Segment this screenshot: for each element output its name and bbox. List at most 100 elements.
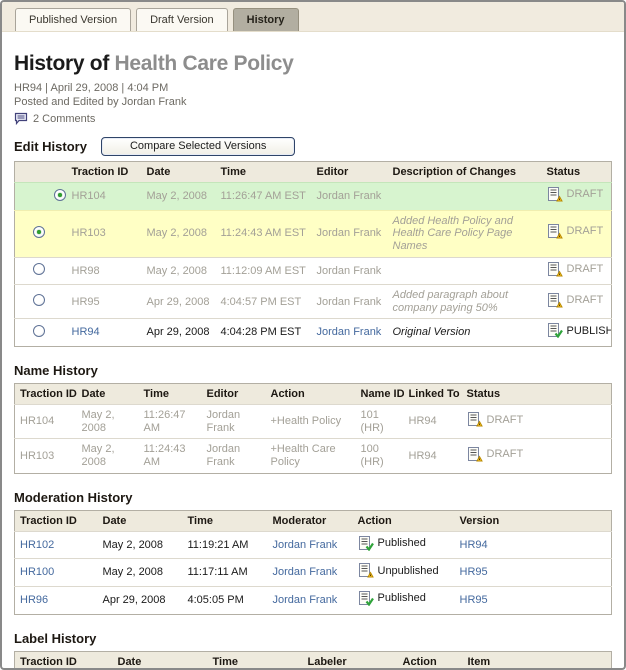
column-date: Date [97,510,183,532]
cell-description: Added Health Policy and Health Care Poli… [387,209,542,258]
history-content: History of Health Care Policy HR94 | Apr… [2,32,624,668]
name-history-row: HR104 May 2, 2008 11:26:47 AM Jordan Fra… [14,404,612,439]
cell-time: 11:12:09 AM EST [215,256,312,285]
cell-editor: Jordan Frank [311,182,388,211]
cell-status: DRAFT [566,262,604,275]
moderation-history-row: HR96 Apr 29, 2008 4:05:05 PM Jordan Fran… [14,585,612,615]
cell-action: +Health Care Policy [265,438,356,474]
version-radio[interactable] [33,294,45,307]
cell-moderator-link[interactable]: Jordan Frank [272,566,338,579]
column-description: Description of Changes [387,161,542,183]
cell-date: May 2, 2008 [97,558,183,587]
version-radio[interactable] [33,324,45,337]
edit-history-row: HR103 May 2, 2008 11:24:43 AM EST Jordan… [14,209,612,258]
column-item: Item [462,651,612,668]
cell-status: DRAFT [566,225,604,238]
version-radio[interactable] [33,263,45,276]
edit-history-heading: Edit History [14,139,87,154]
cell-date: May 2, 2008 [141,256,216,285]
comment-bubble-icon [14,112,28,126]
cell-status: PUBLISHED [566,324,612,337]
cell-traction-id: HR104 [14,404,77,439]
column-action: Action [265,383,356,405]
cell-status: DRAFT [486,447,524,460]
cell-traction-id: HR103 [66,209,142,258]
cell-time: 11:24:43 AM EST [215,209,312,258]
published-status-icon [547,323,563,339]
cell-editor-link[interactable]: Jordan Frank [316,326,382,339]
name-history-header-row: Traction ID Date Time Editor Action Name… [14,383,612,405]
cell-traction-id-link[interactable]: HR100 [20,566,55,579]
cell-traction-id-link[interactable]: HR94 [71,326,100,339]
tab-published-version[interactable]: Published Version [15,8,132,31]
column-traction-id: Traction ID [14,651,113,668]
version-radio[interactable] [33,225,45,238]
cell-editor: Jordan Frank [311,284,388,319]
draft-status-icon [547,224,563,239]
cell-version-link[interactable]: HR95 [459,593,488,606]
name-history-table: Traction ID Date Time Editor Action Name… [14,383,612,474]
comments-line: 2 Comments [14,112,612,126]
cell-traction-id-link[interactable]: HR96 [20,593,49,606]
tab-draft-version[interactable]: Draft Version [136,8,228,31]
cell-moderator-link[interactable]: Jordan Frank [272,538,338,551]
cell-status: DRAFT [566,188,604,201]
edit-history-header-row: Traction ID Date Time Editor Description… [14,161,612,183]
column-editor: Editor [311,161,388,183]
page-title: History of Health Care Policy [14,52,612,76]
cell-date: May 2, 2008 [97,530,183,559]
cell-traction-id-link[interactable]: HR102 [20,538,55,551]
article-byline: Posted and Edited by Jordan Frank [14,96,187,108]
column-labeler: Labeler [302,651,398,668]
column-radio [14,161,67,183]
column-time: Time [215,161,312,183]
cell-moderator-link[interactable]: Jordan Frank [272,593,338,606]
column-status: Status [461,383,612,405]
moderation-history-row: HR100 May 2, 2008 11:17:11 AM Jordan Fra… [14,558,612,587]
cell-traction-id: HR104 [66,182,142,211]
cell-editor: Jordan Frank [311,209,388,258]
cell-name-id: 100 (HR) [355,438,404,474]
comments-count-link[interactable]: 2 Comments [33,112,96,125]
cell-time: 11:26:47 AM EST [215,182,312,211]
cell-description: Added paragraph about company paying 50% [387,284,542,319]
cell-date: Apr 29, 2008 [141,284,216,319]
cell-editor: Jordan Frank [201,438,266,474]
cell-traction-id: HR103 [14,438,77,474]
cell-date: May 2, 2008 [76,404,139,439]
cell-description [387,256,542,285]
name-history-row: HR103 May 2, 2008 11:24:43 AM Jordan Fra… [14,438,612,474]
column-editor: Editor [201,383,266,405]
page-title-prefix: History of [14,52,115,75]
column-action: Action [352,510,455,532]
cell-version-link[interactable]: HR94 [459,538,488,551]
cell-time: 11:19:21 AM [182,530,268,559]
cell-linked-to: HR94 [403,438,462,474]
article-meta: HR94 | April 29, 2008 | 4:04 PM [14,82,169,94]
cell-time: 11:26:47 AM [138,404,202,439]
cell-time: 4:04:28 PM EST [215,318,312,347]
published-action-icon [358,590,374,607]
tab-history[interactable]: History [232,8,299,31]
cell-time: 11:24:43 AM [138,438,202,474]
compare-selected-versions-button[interactable]: Compare Selected Versions [100,137,296,156]
cell-date: Apr 29, 2008 [97,585,183,615]
draft-status-icon [547,187,563,202]
version-radio[interactable] [54,188,66,201]
version-tab-bar: Published Version Draft Version History [2,2,624,32]
cell-version-link[interactable]: HR95 [459,566,488,579]
edit-history-table: Traction ID Date Time Editor Description… [14,161,612,348]
cell-date: May 2, 2008 [76,438,139,474]
cell-editor: Jordan Frank [311,256,388,285]
cell-description [387,182,542,211]
edit-history-header: Edit History Compare Selected Versions [14,137,612,156]
cell-status: DRAFT [486,413,524,426]
cell-date: Apr 29, 2008 [141,318,216,347]
cell-status: DRAFT [566,293,604,306]
cell-time: 4:04:57 PM EST [215,284,312,319]
draft-status-icon [547,261,563,277]
edit-history-row: HR94 Apr 29, 2008 4:04:28 PM EST Jordan … [14,318,612,347]
page-title-subject: Health Care Policy [114,52,294,75]
column-date: Date [141,161,216,183]
